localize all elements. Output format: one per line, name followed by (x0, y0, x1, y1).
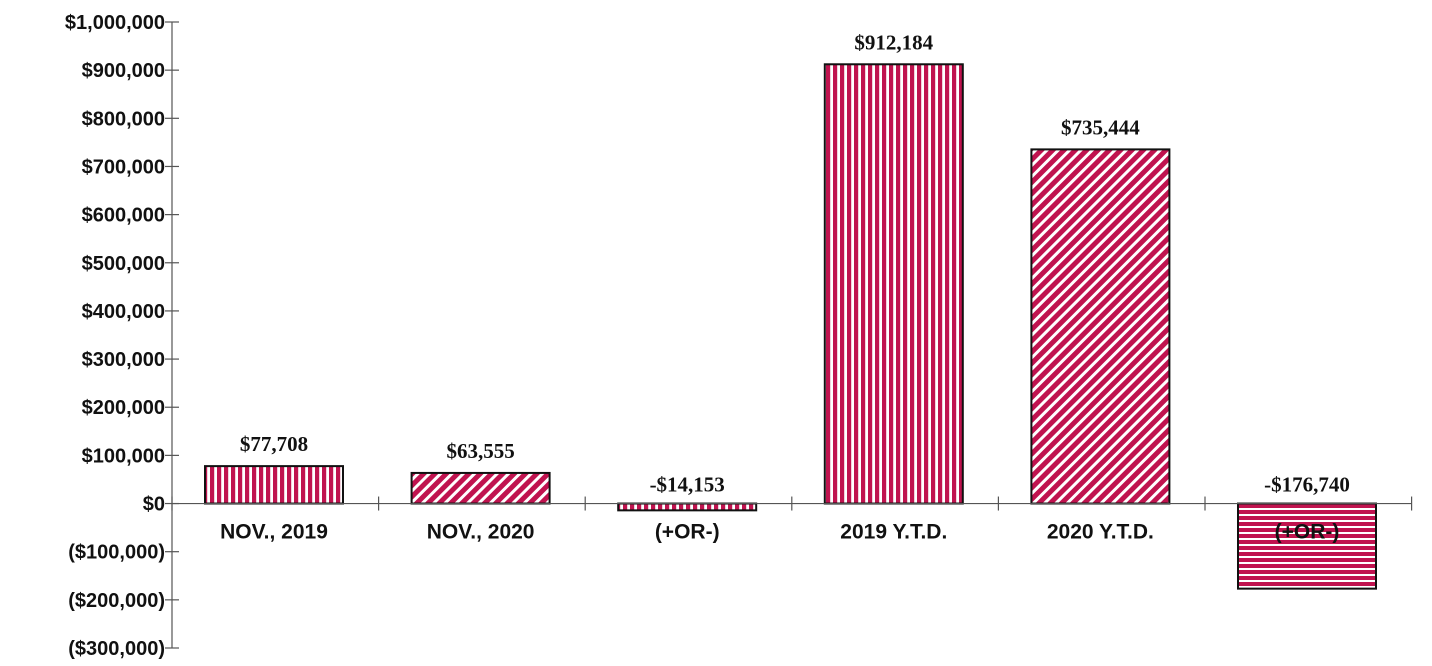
x-tick-label: NOV., 2019 (220, 521, 328, 544)
bar (1031, 149, 1170, 504)
x-tick-label: 2020 Y.T.D. (1047, 521, 1154, 544)
y-tick-label: $500,000 (82, 253, 165, 275)
y-tick-label: $900,000 (82, 60, 165, 82)
y-tick-label: $800,000 (82, 108, 165, 130)
data-label: -$14,153 (650, 473, 725, 497)
x-tick-label: NOV., 2020 (427, 521, 535, 544)
y-tick-label: $300,000 (82, 349, 165, 371)
bar (1238, 503, 1376, 589)
bar (618, 503, 757, 511)
y-tick-label: ($100,000) (68, 542, 165, 564)
y-tick-label: $200,000 (82, 397, 165, 419)
bar (411, 472, 550, 504)
y-tick-label: $100,000 (82, 445, 165, 467)
bars (204, 63, 1377, 590)
bar (824, 64, 963, 504)
y-tick-label: $600,000 (82, 205, 165, 227)
y-tick-label: $1,000,000 (65, 12, 165, 34)
data-label: $77,708 (240, 432, 308, 456)
y-axis: $1,000,000 $900,000 $800,000 $700,000 $600,0… (65, 12, 179, 660)
y-tick-label: $700,000 (82, 156, 165, 178)
data-label: $912,184 (854, 30, 933, 54)
data-label: $735,444 (1061, 115, 1140, 139)
y-tick-label: $400,000 (82, 301, 165, 323)
x-tick-label: 2019 Y.T.D. (840, 521, 947, 544)
x-tick-label: (+OR-) (655, 521, 720, 544)
x-tick-label: (+OR-) (1275, 521, 1340, 544)
bar (205, 466, 343, 504)
data-label: -$176,740 (1264, 473, 1350, 497)
x-axis: NOV., 2019 NOV., 2020 (+OR-) 2019 Y.T.D. 202… (171, 496, 1413, 544)
y-tick-label: ($300,000) (68, 638, 165, 660)
y-tick-label: ($200,000) (68, 590, 165, 612)
data-label: $63,555 (446, 439, 514, 463)
data-labels: $77,708 $63,555 -$14,153 $912,184 $735,444 -$… (240, 30, 1350, 496)
y-tick-label: $0 (143, 494, 165, 516)
